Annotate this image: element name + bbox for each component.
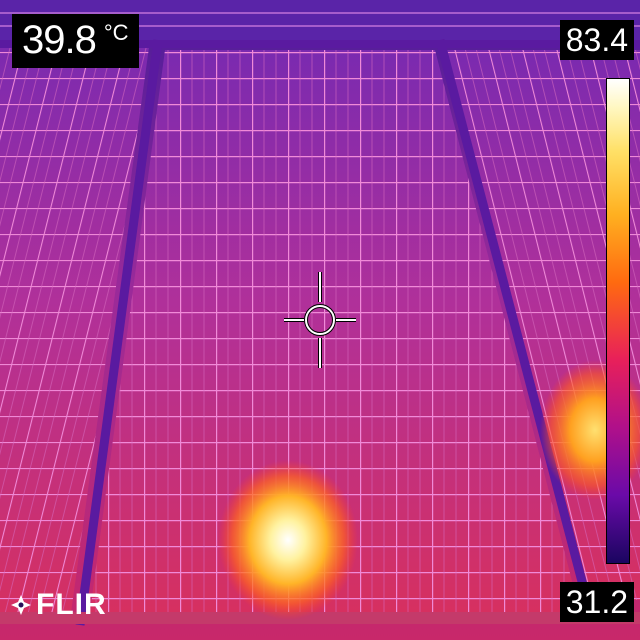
- solar-panel-left-cells: [0, 40, 150, 620]
- panel-frame-right: [435, 38, 595, 614]
- temperature-unit: °C: [103, 20, 129, 45]
- spot-temperature-readout: 39.8 °C: [12, 14, 139, 68]
- flir-logo-icon: [11, 595, 31, 615]
- flir-brand: FLIR: [10, 588, 107, 622]
- color-scale-bar: [606, 78, 630, 564]
- spot-temperature-value: 39.8: [22, 18, 97, 62]
- spot-meter-crosshair-icon: [284, 272, 356, 368]
- scale-min-value: 31.2: [559, 582, 634, 622]
- panel-frame-left: [75, 39, 163, 626]
- hotspot-bottom-center: [218, 460, 358, 620]
- solar-panel-center-cells: [90, 50, 580, 612]
- scale-max-value: 83.4: [559, 20, 634, 60]
- brand-name: FLIR: [36, 588, 107, 621]
